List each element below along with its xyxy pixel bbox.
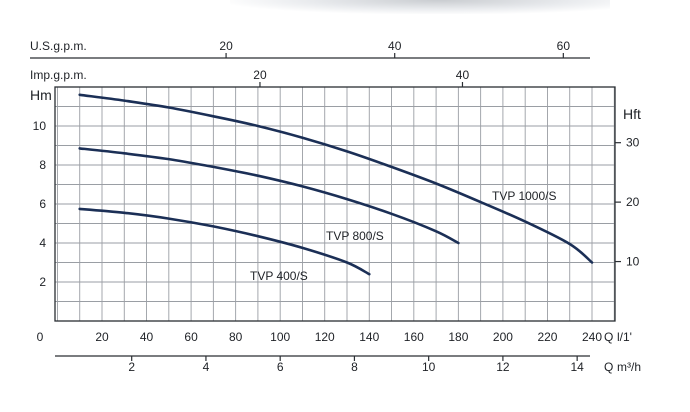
tvp-1000-curve: [78, 93, 594, 264]
y2-axis-label-hft: Hft: [623, 106, 641, 122]
x2-tick-label: 12: [496, 360, 510, 374]
y-axis-label-hm: Hm: [30, 87, 52, 103]
top-shadow-decoration: [230, 0, 610, 14]
x-tick-label: 240: [582, 330, 602, 344]
y-tick-label: 4: [39, 236, 46, 250]
top-x-imp-tick-label: 40: [456, 68, 470, 82]
series-label-tvp-400: TVP 400/S: [250, 269, 308, 283]
x-tick-label: 180: [448, 330, 468, 344]
x2-tick-label: 6: [277, 360, 284, 374]
top-x-imp-tick-label: 20: [253, 68, 267, 82]
x-tick-label: 100: [270, 330, 290, 344]
x-tick-label: 80: [229, 330, 243, 344]
top-x-us-tick-label: 20: [219, 39, 233, 53]
y2-tick-label: 20: [626, 195, 640, 209]
grid: [55, 87, 615, 321]
top-x-imp-label: Imp.g.p.m.: [30, 68, 87, 82]
x-axis-label: l/1': [617, 330, 632, 344]
y-tick-label: 2: [39, 275, 46, 289]
plot-frame: [54, 86, 616, 322]
tvp-400-curve: [78, 207, 371, 276]
x2-tick-label: 4: [203, 360, 210, 374]
tvp-800-curve: [78, 147, 460, 245]
x-tick-label: 40: [140, 330, 154, 344]
x2-tick-label: 14: [570, 360, 584, 374]
axes: 0 20 40 60 80 100 120 140 160 180 200 220 2402468102…: [30, 39, 640, 374]
x2-tick-label: 10: [422, 360, 436, 374]
x2-axis-label: m³/h: [617, 360, 641, 374]
x-tick-label: 220: [537, 330, 557, 344]
x-tick-label: 140: [359, 330, 379, 344]
series-label-tvp-800: TVP 800/S: [326, 229, 384, 243]
y-tick-label: 8: [39, 158, 46, 172]
top-x-us-tick-label: 40: [388, 39, 402, 53]
top-x-us-label: U.S.g.p.m.: [30, 39, 87, 53]
y2-tick-label: 10: [626, 255, 640, 269]
series-label-tvp-1000: TVP 1000/S: [492, 189, 557, 203]
y-tick-label: 6: [39, 197, 46, 211]
series-layer: [78, 93, 594, 276]
x-tick-label: 0: [37, 330, 44, 344]
x-tick-label: 20: [95, 330, 109, 344]
y-tick-label: 10: [33, 119, 47, 133]
y2-tick-label: 30: [626, 136, 640, 150]
x-tick-label: 160: [404, 330, 424, 344]
x-tick-label: 60: [184, 330, 198, 344]
x2-axis-unit-prefix: Q: [604, 360, 613, 374]
x-tick-label: 120: [315, 330, 335, 344]
x-axis-unit-prefix: Q: [604, 330, 613, 344]
x2-tick-label: 8: [351, 360, 358, 374]
x-tick-label: 200: [493, 330, 513, 344]
top-x-us-tick-label: 60: [557, 39, 571, 53]
x2-tick-label: 2: [128, 360, 135, 374]
